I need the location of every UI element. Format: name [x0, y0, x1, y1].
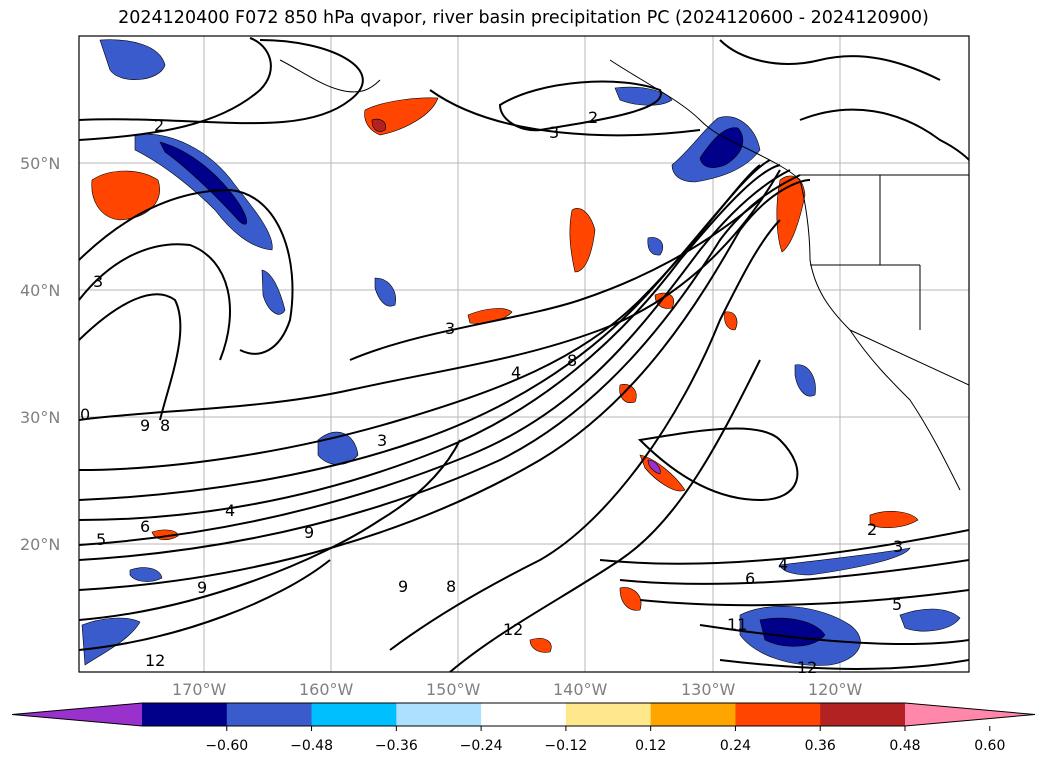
colorbar-segment: [820, 703, 906, 726]
lat-label-20: 20°N: [20, 535, 60, 554]
contour-label: 9: [398, 577, 408, 596]
contour-label: 0: [80, 405, 90, 424]
contour-label: 8: [446, 577, 456, 596]
pos-anomaly-patch: [724, 311, 738, 331]
contour-label: 6: [140, 517, 150, 536]
lon-label-150w: 150°W: [426, 680, 481, 699]
qvapor-contours: [79, 37, 969, 672]
colorbar-tick-label: 0.12: [635, 738, 666, 754]
colorbar-segment: [650, 703, 736, 726]
lon-label-140w: 140°W: [553, 680, 608, 699]
colorbar-outline: [11, 702, 1036, 727]
map-title: 2024120400 F072 850 hPa qvapor, river ba…: [118, 8, 929, 28]
map-frame: [78, 35, 970, 673]
contour-label: 9: [197, 578, 207, 597]
lat-label-40: 40°N: [20, 281, 60, 300]
colorbar: −0.60 −0.48 −0.36 −0.24 −0.12 0.12 0.24 0.36 0.4…: [11, 702, 1036, 754]
neg-anomaly-patch: [81, 617, 141, 666]
contour-label-group: 2 3 2 3 3 4 8 3 9 8 6 4 9 5 9 8 12 6 4 2…: [80, 108, 903, 677]
colorbar-segment: [142, 703, 228, 726]
colorbar-tick-label: −0.48: [290, 738, 333, 754]
neg-anomaly-patch: [261, 269, 286, 315]
lat-label-50: 50°N: [20, 154, 60, 173]
colorbar-tick-label: −0.60: [205, 738, 248, 754]
contour-label: 3: [893, 537, 903, 556]
colorbar-tick-label: 0.60: [974, 738, 1005, 754]
colorbar-segment: [311, 703, 397, 726]
colorbar-segment: [565, 703, 652, 726]
pos-anomaly-core: [647, 459, 661, 475]
coastlines: [279, 59, 969, 491]
contour-label: 12: [797, 658, 817, 677]
neg-anomaly-patch: [129, 567, 163, 582]
colorbar-tick-label: 0.48: [889, 738, 920, 754]
neg-anomaly-patch: [899, 608, 961, 632]
neg-anomaly-patch: [317, 431, 359, 465]
contour-label: 4: [511, 363, 521, 382]
colorbar-segment: [396, 703, 482, 726]
colorbar-tick-label: 0.36: [805, 738, 836, 754]
lon-label-120w: 120°W: [808, 680, 863, 699]
neg-anomaly-patch: [794, 364, 816, 397]
contour-label: 2: [154, 116, 164, 135]
colorbar-tick-label: 0.24: [720, 738, 751, 754]
lon-label-160w: 160°W: [299, 680, 354, 699]
longitude-labels: 170°W 160°W 150°W 140°W 130°W 120°W: [172, 680, 863, 699]
lon-label-130w: 130°W: [681, 680, 736, 699]
colorbar-extend-low: [12, 703, 142, 726]
pos-anomaly-core: [371, 118, 386, 132]
colorbar-tick-label: −0.36: [375, 738, 418, 754]
pos-anomaly-patch: [91, 170, 160, 221]
pos-anomaly-patch: [529, 638, 552, 653]
contour-label: 3: [549, 123, 559, 142]
contour-label: 9: [304, 523, 314, 542]
neg-anomaly-patch: [99, 39, 166, 80]
pos-anomaly-patch: [569, 208, 596, 273]
contour-label: 4: [778, 555, 788, 574]
contour-label: 5: [96, 530, 106, 549]
neg-anomaly-patch: [647, 237, 664, 256]
neg-anomaly-core: [159, 141, 248, 225]
contour-label: 3: [93, 272, 103, 291]
contour-label: 2: [588, 108, 598, 127]
pos-anomaly-patch: [869, 511, 919, 529]
contour-label: 4: [225, 501, 235, 520]
pos-anomaly-patch: [619, 384, 637, 403]
contour-label: 5: [892, 595, 902, 614]
contour-label: 12: [503, 620, 523, 639]
contour-label: 3: [377, 431, 387, 450]
pos-anomaly-patch: [619, 587, 642, 611]
colorbar-segment: [735, 703, 821, 726]
contour-label: 8: [160, 416, 170, 435]
neg-anomaly-patch: [779, 547, 911, 576]
colorbar-segment: [226, 703, 313, 726]
contour-label: 8: [567, 351, 577, 370]
colorbar-extend-high: [905, 703, 1035, 726]
contour-label: 9: [140, 416, 150, 435]
contour-label: 2: [867, 520, 877, 539]
neg-anomaly-core: [699, 127, 744, 168]
contour-label: 6: [745, 569, 755, 588]
contour-label: 11: [727, 615, 747, 634]
contour-label: 12: [145, 651, 165, 670]
contour-label: 3: [445, 319, 455, 338]
colorbar-tick-label: −0.24: [460, 738, 503, 754]
lat-label-30: 30°N: [20, 408, 60, 427]
colorbar-segment: [481, 703, 567, 726]
neg-anomaly-patch: [374, 277, 396, 307]
latitude-labels: 50°N 40°N 30°N 20°N: [20, 154, 60, 554]
lon-label-170w: 170°W: [172, 680, 227, 699]
colorbar-tick-label: −0.12: [544, 738, 587, 754]
